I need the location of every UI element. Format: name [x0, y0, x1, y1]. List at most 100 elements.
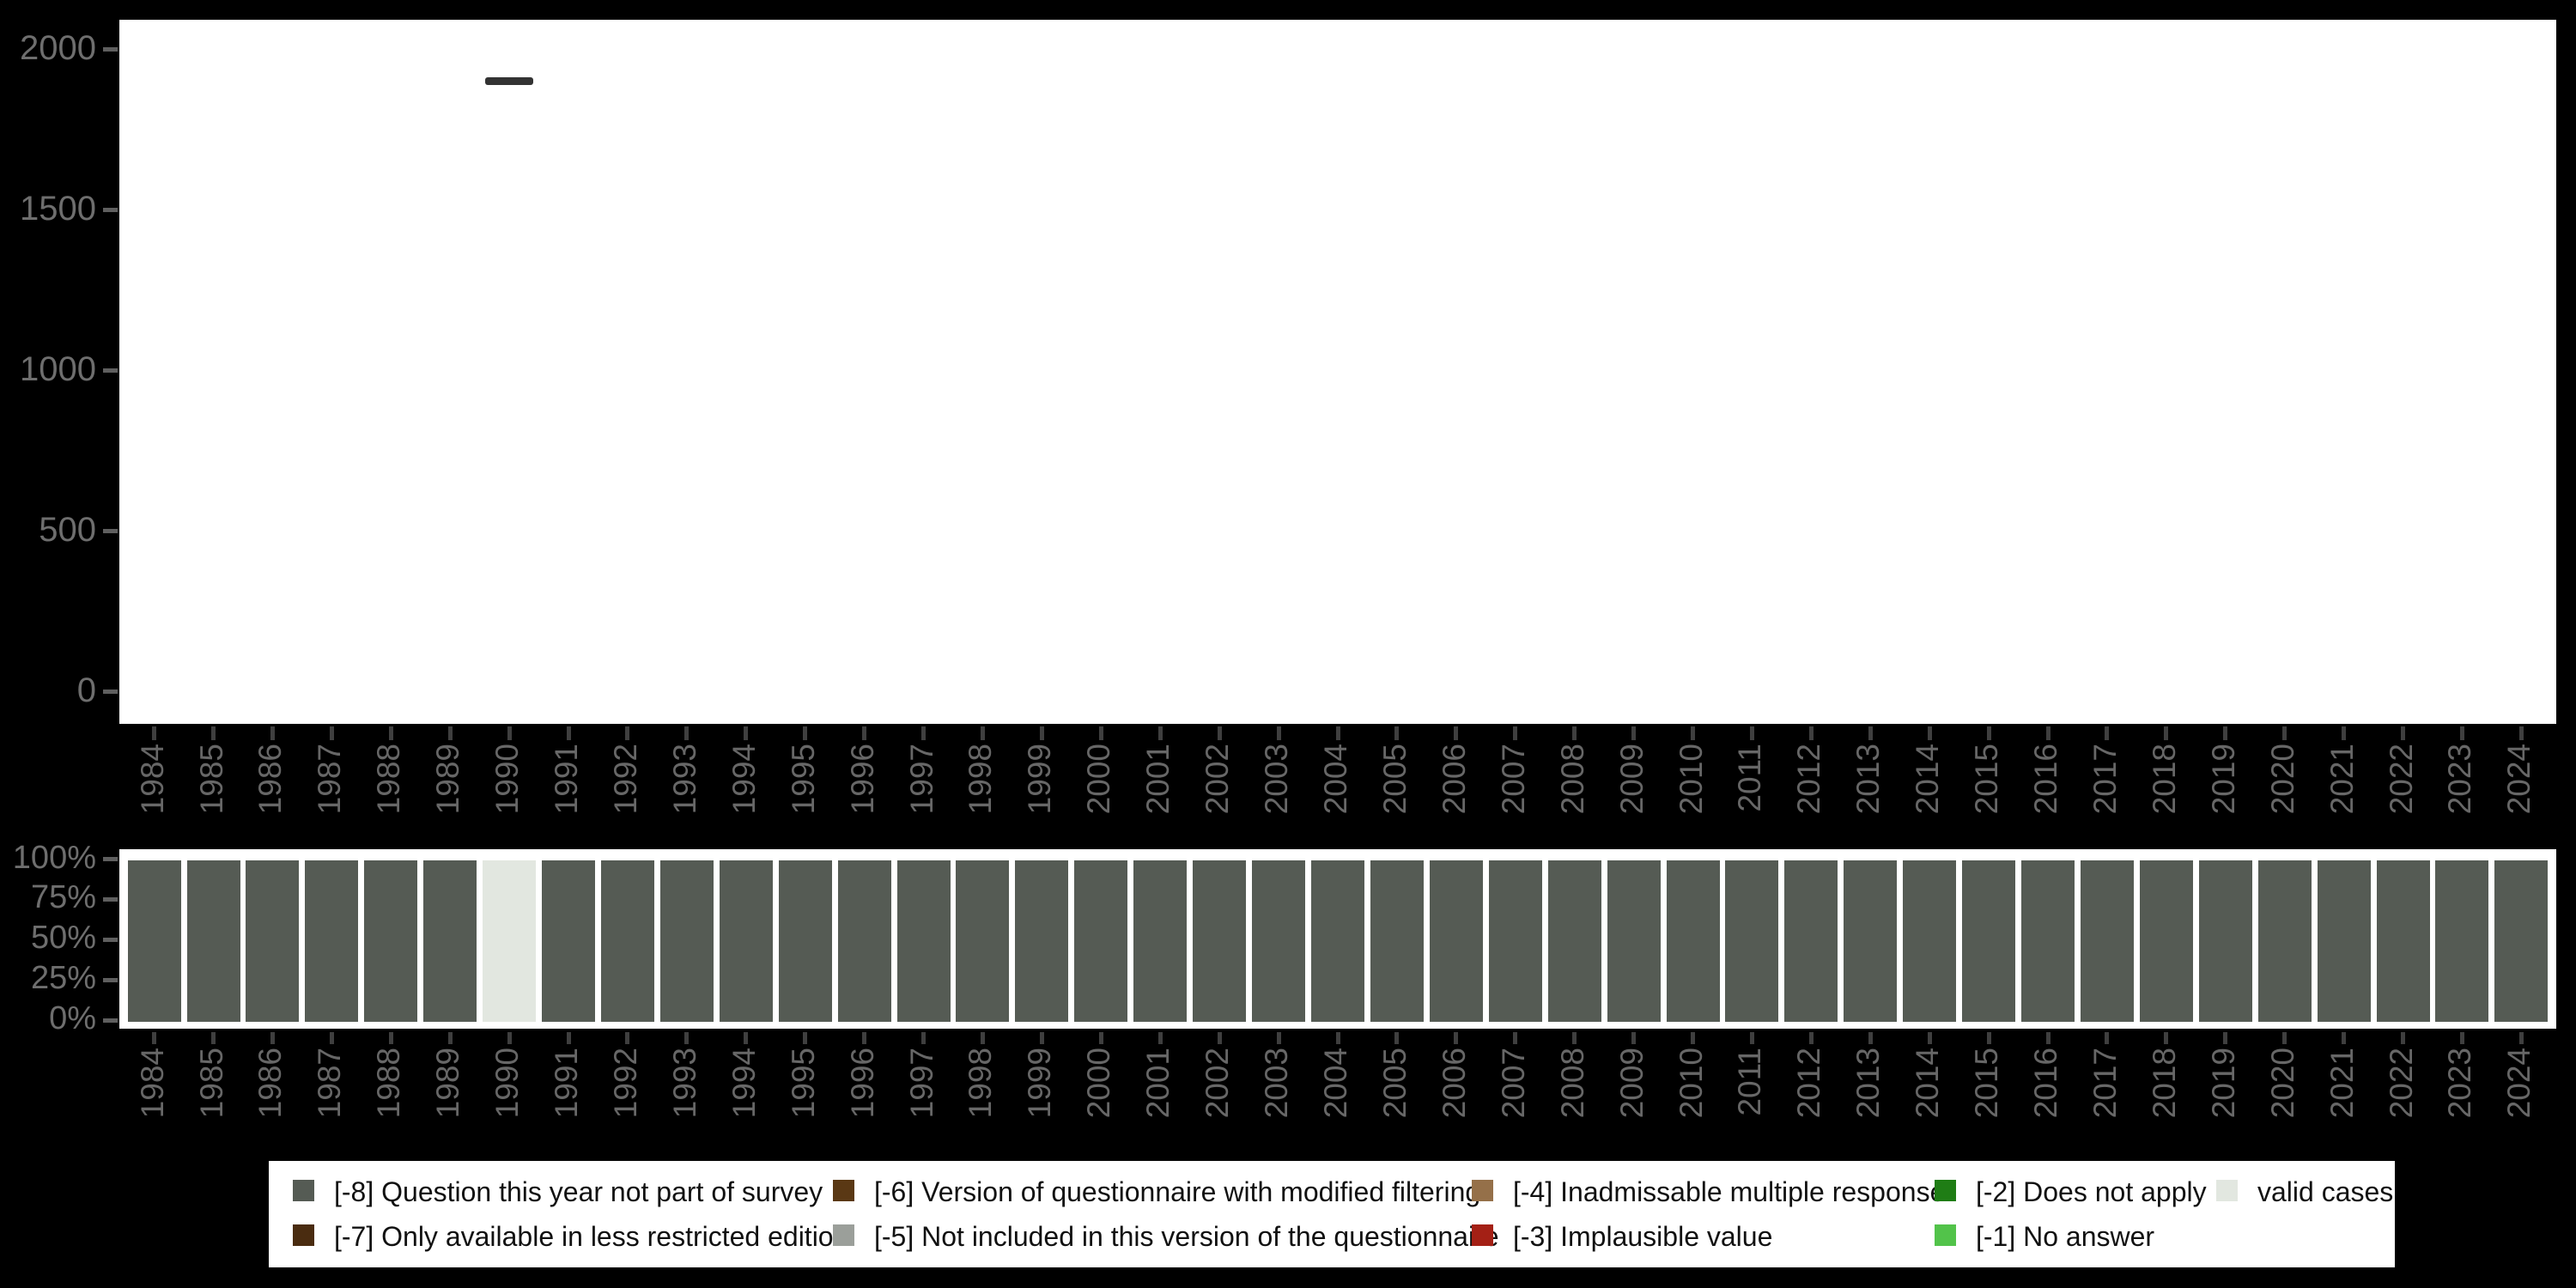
bottom-x-tick-mark: [1039, 1032, 1044, 1044]
top-x-tick-label: 2001: [1140, 744, 1176, 815]
bottom-x-tick-label: 1993: [666, 1048, 702, 1119]
stacked-bar-segment: [2376, 860, 2430, 1022]
top-x-tick-label: 2016: [2028, 744, 2064, 815]
bottom-y-tick-mark: [103, 1018, 118, 1023]
bottom-x-tick-mark: [388, 1032, 393, 1044]
stacked-bar-segment: [2021, 860, 2075, 1022]
top-x-tick-mark: [1631, 726, 1637, 740]
top-x-tick-label: 1987: [312, 744, 348, 815]
bottom-x-tick-label: 1989: [430, 1048, 466, 1119]
top-x-tick-mark: [1157, 726, 1163, 740]
top-x-tick-mark: [862, 726, 867, 740]
legend-swatch: [293, 1180, 314, 1201]
bottom-x-tick-label: 2005: [1376, 1048, 1413, 1119]
bottom-y-tick-mark: [103, 937, 118, 942]
bottom-x-tick-mark: [1335, 1032, 1340, 1044]
stacked-bar-segment: [2139, 860, 2193, 1022]
top-x-tick-label: 2011: [1732, 744, 1768, 812]
bottom-x-tick-label: 1986: [252, 1048, 289, 1119]
top-x-tick-label: 2012: [1791, 744, 1827, 815]
top-x-tick-mark: [2282, 726, 2287, 740]
top-x-tick-label: 1999: [1022, 744, 1058, 815]
bottom-x-tick-mark: [1927, 1032, 1932, 1044]
legend-swatch: [1472, 1180, 1493, 1201]
top-x-tick-label: 2024: [2501, 744, 2537, 815]
stacked-bar-segment: [1015, 860, 1069, 1022]
legend-label: valid cases: [2257, 1176, 2394, 1207]
bottom-x-tick-label: 2014: [1910, 1048, 1946, 1119]
stacked-bar-segment: [1844, 860, 1898, 1022]
legend-label: [-6] Version of questionnaire with modif…: [874, 1176, 1481, 1207]
stacked-bar-segment: [896, 860, 951, 1022]
top-x-tick-mark: [1927, 726, 1932, 740]
legend-label: [-8] Question this year not part of surv…: [334, 1176, 823, 1207]
top-x-tick-mark: [152, 726, 157, 740]
top-x-tick-label: 2018: [2146, 744, 2182, 815]
top-x-tick-mark: [1394, 726, 1400, 740]
top-x-tick-mark: [1335, 726, 1340, 740]
bottom-x-tick-mark: [625, 1032, 630, 1044]
top-x-tick-mark: [2518, 726, 2524, 740]
top-x-tick-label: 2021: [2324, 744, 2360, 815]
legend-swatch: [1935, 1224, 1956, 1246]
top-y-tick-label: 1000: [20, 350, 96, 389]
top-x-tick-label: 1988: [371, 744, 407, 815]
top-x-tick-label: 2022: [2383, 744, 2419, 815]
top-y-tick-mark: [103, 689, 118, 694]
stacked-bar-segment: [1133, 860, 1188, 1022]
bottom-x-tick-label: 2007: [1495, 1048, 1531, 1119]
bottom-y-tick-mark: [103, 977, 118, 982]
bottom-x-tick-label: 2023: [2442, 1048, 2478, 1119]
bottom-x-tick-label: 1997: [903, 1048, 939, 1119]
bottom-x-tick-label: 2020: [2264, 1048, 2300, 1119]
top-x-tick-mark: [980, 726, 985, 740]
bottom-x-tick-mark: [1572, 1032, 1577, 1044]
top-y-tick-mark: [103, 528, 118, 533]
top-x-tick-label: 1994: [726, 744, 762, 815]
top-x-tick-label: 2020: [2264, 744, 2300, 815]
bottom-x-tick-label: 2002: [1200, 1048, 1236, 1119]
bottom-x-tick-label: 2022: [2383, 1048, 2419, 1119]
stacked-bar-segment: [837, 860, 891, 1022]
top-x-tick-mark: [1039, 726, 1044, 740]
top-x-tick-label: 1992: [607, 744, 643, 815]
top-x-tick-label: 2015: [1969, 744, 2005, 815]
bottom-x-tick-mark: [1098, 1032, 1103, 1044]
bottom-x-tick-label: 2011: [1732, 1048, 1768, 1116]
bottom-y-tick-label: 100%: [12, 839, 96, 876]
bottom-x-tick-mark: [2401, 1032, 2406, 1044]
stacked-bar-segment: [246, 860, 300, 1022]
stacked-bar-segment: [1784, 860, 1838, 1022]
bottom-x-tick-mark: [2342, 1032, 2347, 1044]
top-x-tick-mark: [447, 726, 453, 740]
bottom-x-tick-label: 1995: [785, 1048, 821, 1119]
bottom-x-tick-mark: [1691, 1032, 1696, 1044]
bottom-x-tick-mark: [2518, 1032, 2524, 1044]
bottom-x-tick-mark: [566, 1032, 571, 1044]
top-y-tick-mark: [103, 46, 118, 52]
top-x-tick-mark: [1513, 726, 1518, 740]
stacked-bar-segment: [2257, 860, 2312, 1022]
legend-label: [-4] Inadmissable multiple response: [1513, 1176, 1946, 1207]
bottom-x-tick-label: 2003: [1259, 1048, 1295, 1119]
top-x-tick-label: 1996: [844, 744, 880, 815]
legend-swatch: [2216, 1180, 2238, 1201]
stacked-bar-segment: [719, 860, 773, 1022]
top-x-tick-label: 2013: [1850, 744, 1886, 815]
stacked-bar-segment: [659, 860, 714, 1022]
bottom-x-tick-label: 2024: [2501, 1048, 2537, 1119]
top-x-tick-mark: [566, 726, 571, 740]
bottom-y-tick-mark: [103, 896, 118, 902]
bottom-x-tick-mark: [2282, 1032, 2287, 1044]
bottom-x-tick-label: 2018: [2146, 1048, 2182, 1119]
stacked-bar-segment: [2198, 860, 2252, 1022]
top-x-tick-mark: [921, 726, 927, 740]
bottom-x-tick-label: 2010: [1673, 1048, 1709, 1119]
stacked-bar-segment: [600, 860, 654, 1022]
top-chart-plot-area: [119, 20, 2556, 724]
top-x-tick-label: 2007: [1495, 744, 1531, 815]
top-x-tick-mark: [1808, 726, 1814, 740]
stacked-bar-segment: [1311, 860, 1364, 1022]
top-x-tick-label: 2004: [1318, 744, 1353, 815]
